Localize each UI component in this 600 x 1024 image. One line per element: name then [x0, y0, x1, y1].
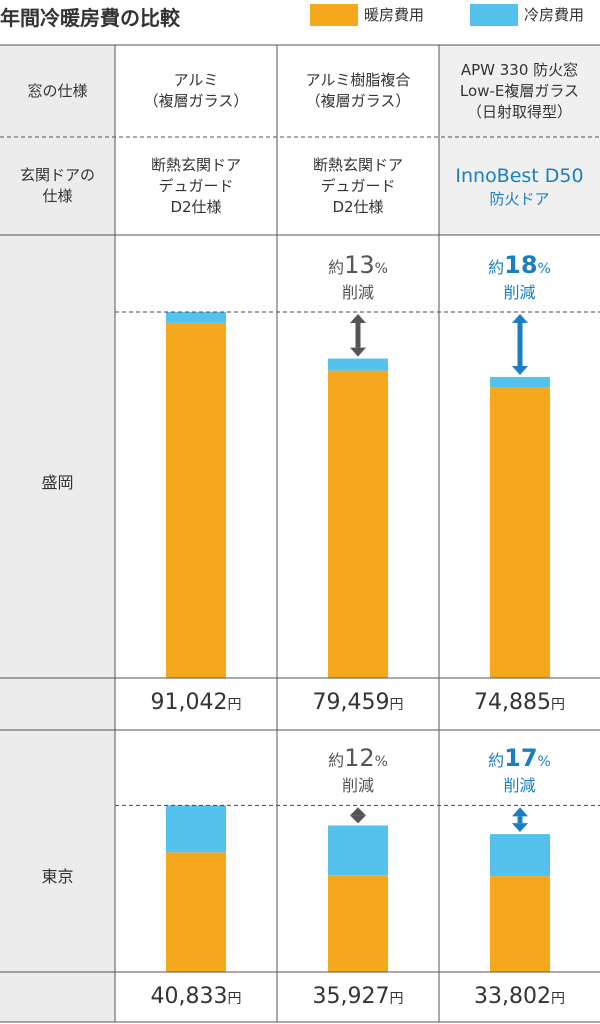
reduction-unit: %: [374, 261, 388, 277]
bar-segment: [328, 825, 388, 876]
total-unit: 円: [550, 697, 565, 713]
door-line: 断熱玄関ドア: [312, 155, 403, 174]
reduction-line: 約13%: [328, 252, 388, 282]
reduction-unit: %: [537, 754, 551, 771]
arrow-head: [512, 365, 528, 375]
door-spec: 断熱玄関ドア デュガード D2仕様: [277, 137, 439, 235]
total-value: 79,459: [312, 690, 390, 715]
legend-label: 冷房費用: [524, 6, 585, 24]
total-value: 35,927: [312, 984, 390, 1009]
door-spec: InnoBest D50 防火ドア: [439, 137, 600, 235]
door-line: デュガード: [320, 176, 396, 195]
window-spec: アルミ （複層ガラス）: [115, 45, 277, 137]
reduction-unit: %: [537, 261, 551, 277]
reduction-prefix: 約: [488, 751, 505, 771]
reduction-suffix: 削減: [503, 776, 536, 796]
title: 年間冷暖房費の比較: [0, 6, 180, 30]
bar-segment: [490, 387, 550, 678]
arrow-head: [512, 807, 528, 817]
total-label: 79,459 円: [277, 678, 439, 730]
reduction-suffix: 削減: [341, 283, 374, 302]
reduction-label: 約18% 削減: [439, 250, 600, 306]
door-line: 断熱玄関ドア: [150, 155, 241, 174]
bar-segment: [328, 875, 388, 972]
reduction-label: 約13% 削減: [277, 250, 439, 306]
reduction-prefix: 約: [328, 258, 345, 277]
total-unit: 円: [550, 991, 565, 1007]
label-column-bg: [0, 45, 115, 1022]
arrow-head: [350, 347, 366, 357]
bar-segment: [166, 312, 226, 323]
reduction-value: 13: [344, 251, 375, 279]
door-line: D2仕様: [332, 197, 384, 216]
bar-segment: [490, 834, 550, 877]
total-label: 91,042 円: [115, 678, 277, 730]
reduction-prefix: 約: [328, 751, 345, 771]
window-line: アルミ: [173, 71, 219, 89]
bar-segment: [328, 358, 388, 371]
bar-segment: [490, 876, 550, 972]
total-value: 33,802: [474, 984, 551, 1009]
reduction-value: 18: [504, 251, 538, 279]
window-line: （複層ガラス）: [143, 92, 249, 110]
reduction-line: 約17%: [488, 745, 551, 775]
arrow-head: [350, 807, 366, 816]
bar-segment: [166, 322, 226, 678]
door-line: D2仕様: [170, 197, 222, 216]
reduction-label: 約12% 削減: [277, 743, 439, 799]
row-label: 窓の仕様: [27, 81, 88, 100]
arrow-head: [512, 823, 528, 833]
legend-label: 暖房費用: [364, 6, 425, 24]
reduction-line: 約18%: [488, 252, 551, 282]
reduction-value: 12: [344, 744, 375, 773]
window-line: APW 330 防火窓: [460, 60, 579, 79]
bar-segment: [328, 370, 388, 678]
highlight-header-bg: [439, 45, 600, 235]
door-spec: 断熱玄関ドア デュガード D2仕様: [115, 137, 277, 235]
total-label: 40,833 円: [115, 972, 277, 1022]
reduction-label: 約17% 削減: [439, 743, 600, 799]
total-unit: 円: [227, 991, 242, 1007]
door-line: デュガード: [158, 176, 234, 195]
legend-swatch: [310, 4, 358, 26]
total-value: 91,042: [150, 690, 228, 715]
reduction-unit: %: [374, 754, 388, 771]
city-name: 東京: [41, 866, 74, 886]
window-line: （日射取得型）: [466, 102, 572, 121]
bar-segment: [490, 376, 550, 388]
total-label: 35,927 円: [277, 972, 439, 1022]
window-spec: アルミ樹脂複合 （複層ガラス）: [277, 45, 439, 137]
reduction-suffix: 削減: [341, 776, 374, 796]
window-line: Low-E複層ガラス: [459, 81, 580, 100]
row-label: 玄関ドアの 仕様: [19, 166, 95, 205]
total-unit: 円: [389, 697, 404, 713]
window-spec: APW 330 防火窓 Low-E複層ガラス （日射取得型）: [439, 45, 600, 137]
window-line: アルミ樹脂複合: [305, 71, 411, 89]
window-line: （複層ガラス）: [305, 92, 411, 110]
bar-segment: [166, 852, 226, 972]
reduction-line: 約12%: [328, 745, 388, 775]
total-label: 74,885 円: [439, 678, 600, 730]
total-value: 74,885: [474, 690, 551, 715]
total-unit: 円: [389, 991, 404, 1007]
total-value: 40,833: [150, 984, 228, 1009]
total-label: 33,802 円: [439, 972, 600, 1022]
total-unit: 円: [227, 697, 242, 713]
door-line: InnoBest D50: [455, 164, 584, 187]
reduction-suffix: 削減: [503, 283, 536, 302]
arrow-head: [350, 815, 366, 824]
door-line: 防火ドア: [489, 189, 550, 208]
legend-swatch: [470, 4, 518, 26]
arrow-head: [350, 314, 366, 324]
reduction-prefix: 約: [488, 258, 505, 277]
bar-segment: [166, 805, 226, 853]
city-name: 盛岡: [41, 473, 74, 492]
reduction-value: 17: [504, 744, 538, 773]
arrow-head: [512, 314, 528, 324]
